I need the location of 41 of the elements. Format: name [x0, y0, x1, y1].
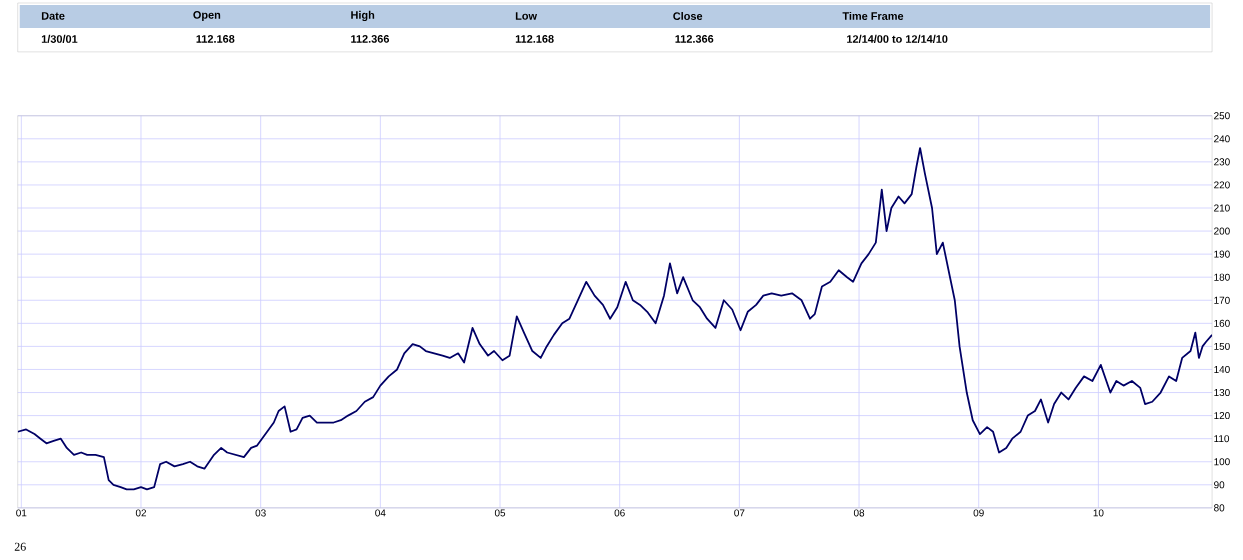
y-tick-label: 80	[1214, 504, 1225, 512]
x-tick-label: 08	[853, 509, 865, 517]
y-tick-label: 100	[1214, 458, 1230, 466]
x-tick-label: 04	[375, 509, 386, 517]
text: Low	[515, 12, 538, 20]
y-tick-label: 250	[1214, 112, 1230, 120]
y-tick-label: 140	[1214, 366, 1230, 374]
text: 12/14/00 to 12/14/10	[847, 34, 948, 44]
text: Time Frame	[842, 12, 904, 21]
text: 112.366	[675, 35, 714, 43]
x-tick-label: 09	[973, 509, 984, 517]
y-tick-label: 190	[1214, 250, 1230, 258]
text: 1/30/01	[41, 34, 78, 44]
text: Open	[193, 11, 221, 22]
text: 26	[14, 542, 26, 551]
y-tick-label: 130	[1214, 389, 1230, 397]
y-tick-label: 230	[1214, 158, 1230, 166]
text: 112.366	[351, 35, 390, 43]
x-tick-label: 07	[734, 509, 745, 517]
y-tick-label: 200	[1214, 227, 1230, 235]
x-tick-label: 10	[1093, 509, 1104, 517]
y-tick-label: 120	[1214, 412, 1230, 420]
y-tick-label: 150	[1214, 343, 1230, 351]
text: Close	[673, 12, 703, 21]
x-tick-label: 03	[255, 509, 266, 517]
y-tick-label: 160	[1214, 319, 1230, 327]
x-tick-label: 02	[135, 509, 147, 517]
y-tick-label: 90	[1214, 481, 1225, 489]
y-tick-label: 110	[1214, 435, 1230, 443]
x-tick-label: 05	[494, 509, 506, 517]
x-tick-label: 01	[16, 509, 27, 517]
text: Date	[41, 12, 65, 20]
y-tick-label: 180	[1214, 273, 1230, 281]
text: High	[351, 10, 375, 22]
text: 112.168	[515, 35, 554, 43]
x-tick-label: 06	[614, 509, 625, 517]
y-tick-label: 220	[1214, 181, 1230, 189]
y-tick-label: 210	[1214, 204, 1230, 212]
y-tick-label: 170	[1214, 296, 1230, 304]
y-tick-label: 240	[1214, 135, 1230, 143]
text: 112.168	[196, 35, 235, 43]
